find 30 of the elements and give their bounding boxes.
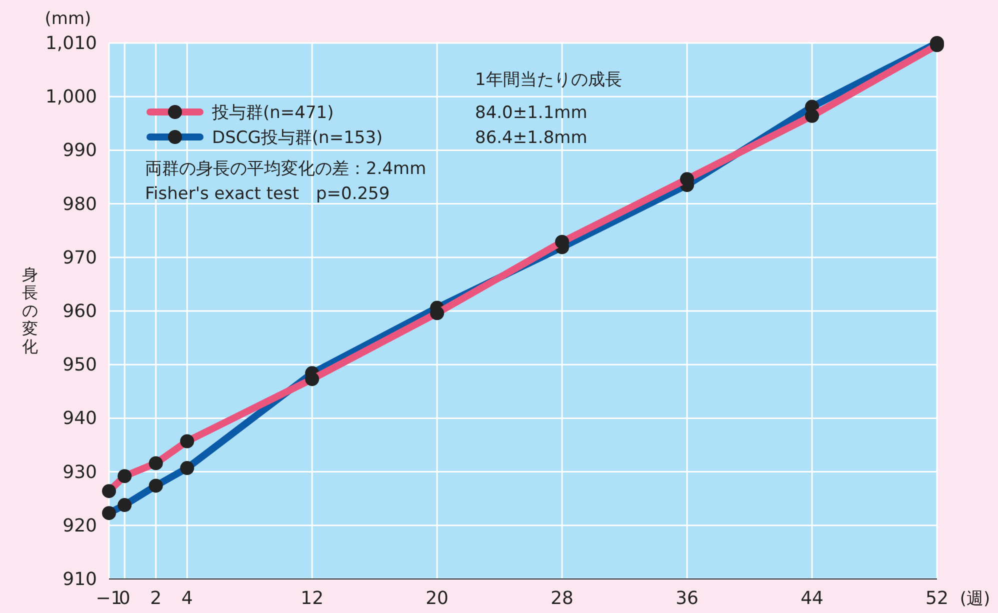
- ytick: 990: [62, 140, 97, 162]
- ytick: 940: [62, 408, 97, 430]
- xtick: 0: [118, 588, 130, 609]
- ytick: 980: [62, 194, 97, 215]
- xtick: 52: [926, 588, 948, 609]
- xtick: 2: [150, 588, 162, 609]
- xtick: 4: [181, 588, 193, 609]
- annotation: 1年間当たりの成長: [475, 70, 622, 90]
- ytick: 950: [62, 354, 97, 376]
- ytick: 920: [62, 515, 97, 536]
- annotation: 86.4±1.8mm: [475, 128, 588, 148]
- ytick: 930: [62, 462, 97, 483]
- ytick: 1,000: [45, 86, 97, 108]
- ytick: 970: [62, 247, 97, 268]
- ytick: 910: [62, 569, 97, 590]
- xtick: 36: [676, 588, 698, 609]
- ylabel: 身長の変化: [22, 265, 38, 356]
- annotation: 両群の身長の平均変化の差：2.4mm: [145, 159, 426, 179]
- legend-label: 投与群(n=471): [212, 103, 334, 123]
- xtick: 12: [300, 588, 324, 609]
- ytick: 1,010: [45, 33, 97, 54]
- annotation: Fisher's exact test p=0.259: [145, 184, 390, 204]
- annotation: (mm): [44, 9, 92, 29]
- xtick: 44: [800, 588, 824, 609]
- xtick: 20: [426, 588, 449, 609]
- xlabel: (週): [960, 589, 990, 609]
- ytick: 960: [62, 301, 97, 322]
- xtick: 28: [550, 588, 574, 609]
- legend-label: DSCG投与群(n=153): [212, 128, 383, 148]
- annotation: 84.0±1.1mm: [475, 103, 588, 123]
